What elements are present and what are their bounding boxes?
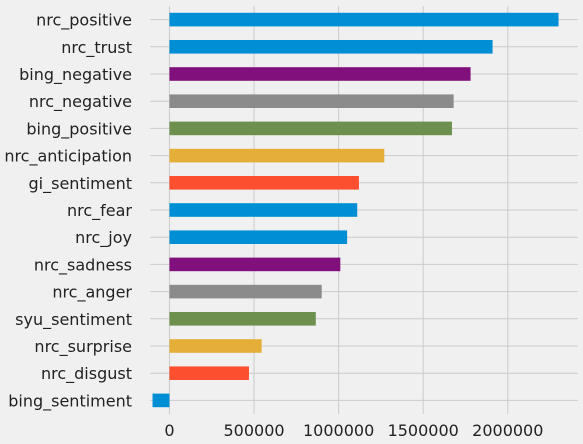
bars: [152, 12, 559, 408]
bar-gi-sentiment: [169, 176, 359, 190]
y-tick-label: bing_positive: [26, 119, 132, 139]
bar-nrc-joy: [169, 230, 348, 244]
x-tick-label: 1000000: [303, 421, 374, 440]
x-tick-label: 0: [164, 421, 174, 440]
y-tick-label: nrc_sadness: [34, 255, 132, 275]
bar-syu-sentiment: [169, 312, 316, 326]
bar-bing-positive: [169, 121, 452, 136]
bar-nrc-trust: [169, 40, 493, 54]
bar-nrc-positive: [169, 12, 559, 27]
bar-nrc-anger: [169, 284, 322, 299]
x-tick-labels: 0 500000 1000000 1500000 2000000: [164, 421, 543, 440]
bar-nrc-sadness: [169, 257, 341, 272]
bar-nrc-surprise: [169, 339, 262, 353]
x-tick-label: 2000000: [472, 421, 543, 440]
bar-nrc-negative: [169, 94, 454, 108]
bar-nrc-disgust: [169, 366, 249, 380]
y-tick-labels: nrc_positive nrc_trust bing_negative nrc_ne…: [4, 11, 132, 412]
y-tick-label: bing_negative: [19, 65, 132, 85]
y-tick-label: nrc_trust: [61, 38, 132, 58]
y-tick-label: bing_sentiment: [8, 391, 132, 411]
y-tick-label: nrc_joy: [75, 228, 132, 248]
y-tick-label: nrc_surprise: [34, 337, 132, 357]
y-tick-label: nrc_negative: [29, 92, 132, 112]
y-tick-label: nrc_disgust: [41, 364, 132, 384]
y-tick-label: nrc_fear: [67, 201, 132, 221]
bar-nrc-anticipation: [169, 148, 385, 163]
bar-nrc-fear: [169, 203, 358, 217]
y-tick-label: gi_sentiment: [29, 174, 132, 194]
bar-bing-sentiment: [152, 393, 170, 408]
y-tick-label: syu_sentiment: [15, 310, 132, 330]
bar-bing-negative: [169, 67, 471, 81]
x-tick-label: 1500000: [388, 421, 459, 440]
y-tick-label: nrc_positive: [36, 11, 132, 31]
y-tick-label: nrc_anticipation: [4, 147, 132, 167]
y-tick-label: nrc_anger: [52, 283, 132, 303]
x-tick-label: 500000: [224, 421, 285, 440]
